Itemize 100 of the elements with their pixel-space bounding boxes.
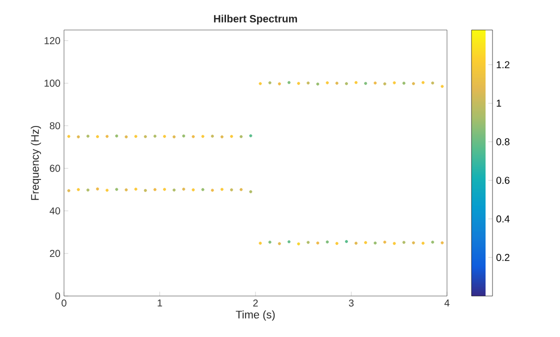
- point: [374, 81, 377, 84]
- point: [249, 134, 252, 138]
- point: [258, 82, 262, 86]
- point: [402, 82, 406, 85]
- point: [374, 242, 377, 245]
- y-tick-label: 40: [50, 207, 60, 214]
- point: [344, 82, 348, 86]
- point: [153, 134, 156, 138]
- point: [344, 240, 348, 244]
- point: [412, 82, 415, 86]
- point: [240, 135, 243, 138]
- color-bar-label: 1: [496, 100, 502, 107]
- point: [278, 242, 281, 246]
- y-axis-title: Frequency (Hz): [30, 126, 41, 200]
- point: [192, 188, 195, 192]
- y-tick-label: 120: [44, 37, 60, 44]
- point: [278, 82, 281, 86]
- point: [383, 82, 386, 86]
- point: [297, 242, 300, 246]
- color-bar-label: 0.6: [496, 176, 510, 184]
- x-axis-title: Time (s): [236, 310, 275, 321]
- point: [144, 188, 147, 192]
- color-bar-label: 0.4: [496, 215, 510, 222]
- point: [106, 134, 109, 138]
- point: [402, 240, 406, 244]
- x-tick-label: 2: [253, 300, 258, 306]
- point: [67, 189, 70, 192]
- point: [316, 242, 320, 245]
- y-tick-label: 100: [44, 80, 60, 87]
- chart-title: Hilbert Spectrum: [214, 14, 297, 24]
- y-tick-label: 20: [50, 250, 60, 257]
- point: [364, 82, 368, 85]
- point: [210, 134, 214, 138]
- point: [230, 134, 234, 138]
- point: [412, 241, 415, 244]
- point: [364, 241, 368, 244]
- point: [306, 240, 310, 244]
- point: [115, 134, 118, 138]
- point: [220, 135, 224, 138]
- point: [134, 134, 138, 138]
- point: [96, 187, 100, 190]
- point: [172, 188, 176, 192]
- point: [306, 81, 310, 84]
- point: [201, 134, 204, 138]
- point: [288, 81, 291, 84]
- point: [124, 135, 128, 138]
- x-tick-label: 3: [348, 300, 354, 307]
- point: [134, 188, 138, 191]
- x-tick-label: 0: [62, 300, 66, 307]
- point: [392, 81, 396, 84]
- point: [86, 188, 90, 192]
- point: [96, 135, 100, 138]
- y-tick-label: 0: [55, 292, 60, 300]
- point: [230, 188, 234, 192]
- point: [431, 240, 434, 244]
- color-bar-label: 0.2: [496, 254, 510, 261]
- point: [144, 135, 147, 138]
- point: [182, 134, 186, 138]
- point: [163, 134, 166, 138]
- point: [440, 84, 444, 88]
- point: [220, 188, 224, 191]
- point: [201, 188, 204, 192]
- point: [297, 82, 300, 85]
- point: [268, 81, 272, 84]
- point: [153, 188, 156, 192]
- point: [163, 188, 166, 191]
- point: [440, 241, 444, 244]
- point: [422, 242, 425, 245]
- point: [115, 188, 118, 191]
- point: [335, 82, 338, 85]
- point: [76, 188, 80, 192]
- point: [431, 81, 434, 84]
- point: [258, 242, 262, 245]
- point: [354, 242, 358, 245]
- point: [392, 242, 396, 245]
- point: [326, 240, 329, 244]
- color-bar-label: 1.2: [496, 61, 510, 68]
- y-tick-label: 60: [50, 164, 60, 172]
- point: [240, 188, 243, 192]
- point: [383, 240, 386, 244]
- point: [172, 135, 176, 138]
- point: [422, 81, 425, 84]
- point: [249, 190, 252, 194]
- point: [106, 188, 109, 192]
- point: [182, 188, 186, 191]
- x-tick-label: 1: [158, 300, 162, 306]
- point: [316, 82, 320, 86]
- point: [354, 81, 358, 84]
- point: [288, 240, 291, 244]
- point: [76, 135, 80, 138]
- point: [67, 134, 70, 138]
- point: [192, 135, 195, 138]
- color-bar-label: 0.8: [496, 138, 510, 146]
- point: [326, 81, 329, 84]
- point: [86, 134, 90, 138]
- point: [335, 242, 338, 245]
- x-tick-label: 4: [444, 300, 450, 306]
- y-tick-label: 80: [50, 122, 60, 130]
- point: [210, 188, 214, 192]
- point: [124, 188, 128, 192]
